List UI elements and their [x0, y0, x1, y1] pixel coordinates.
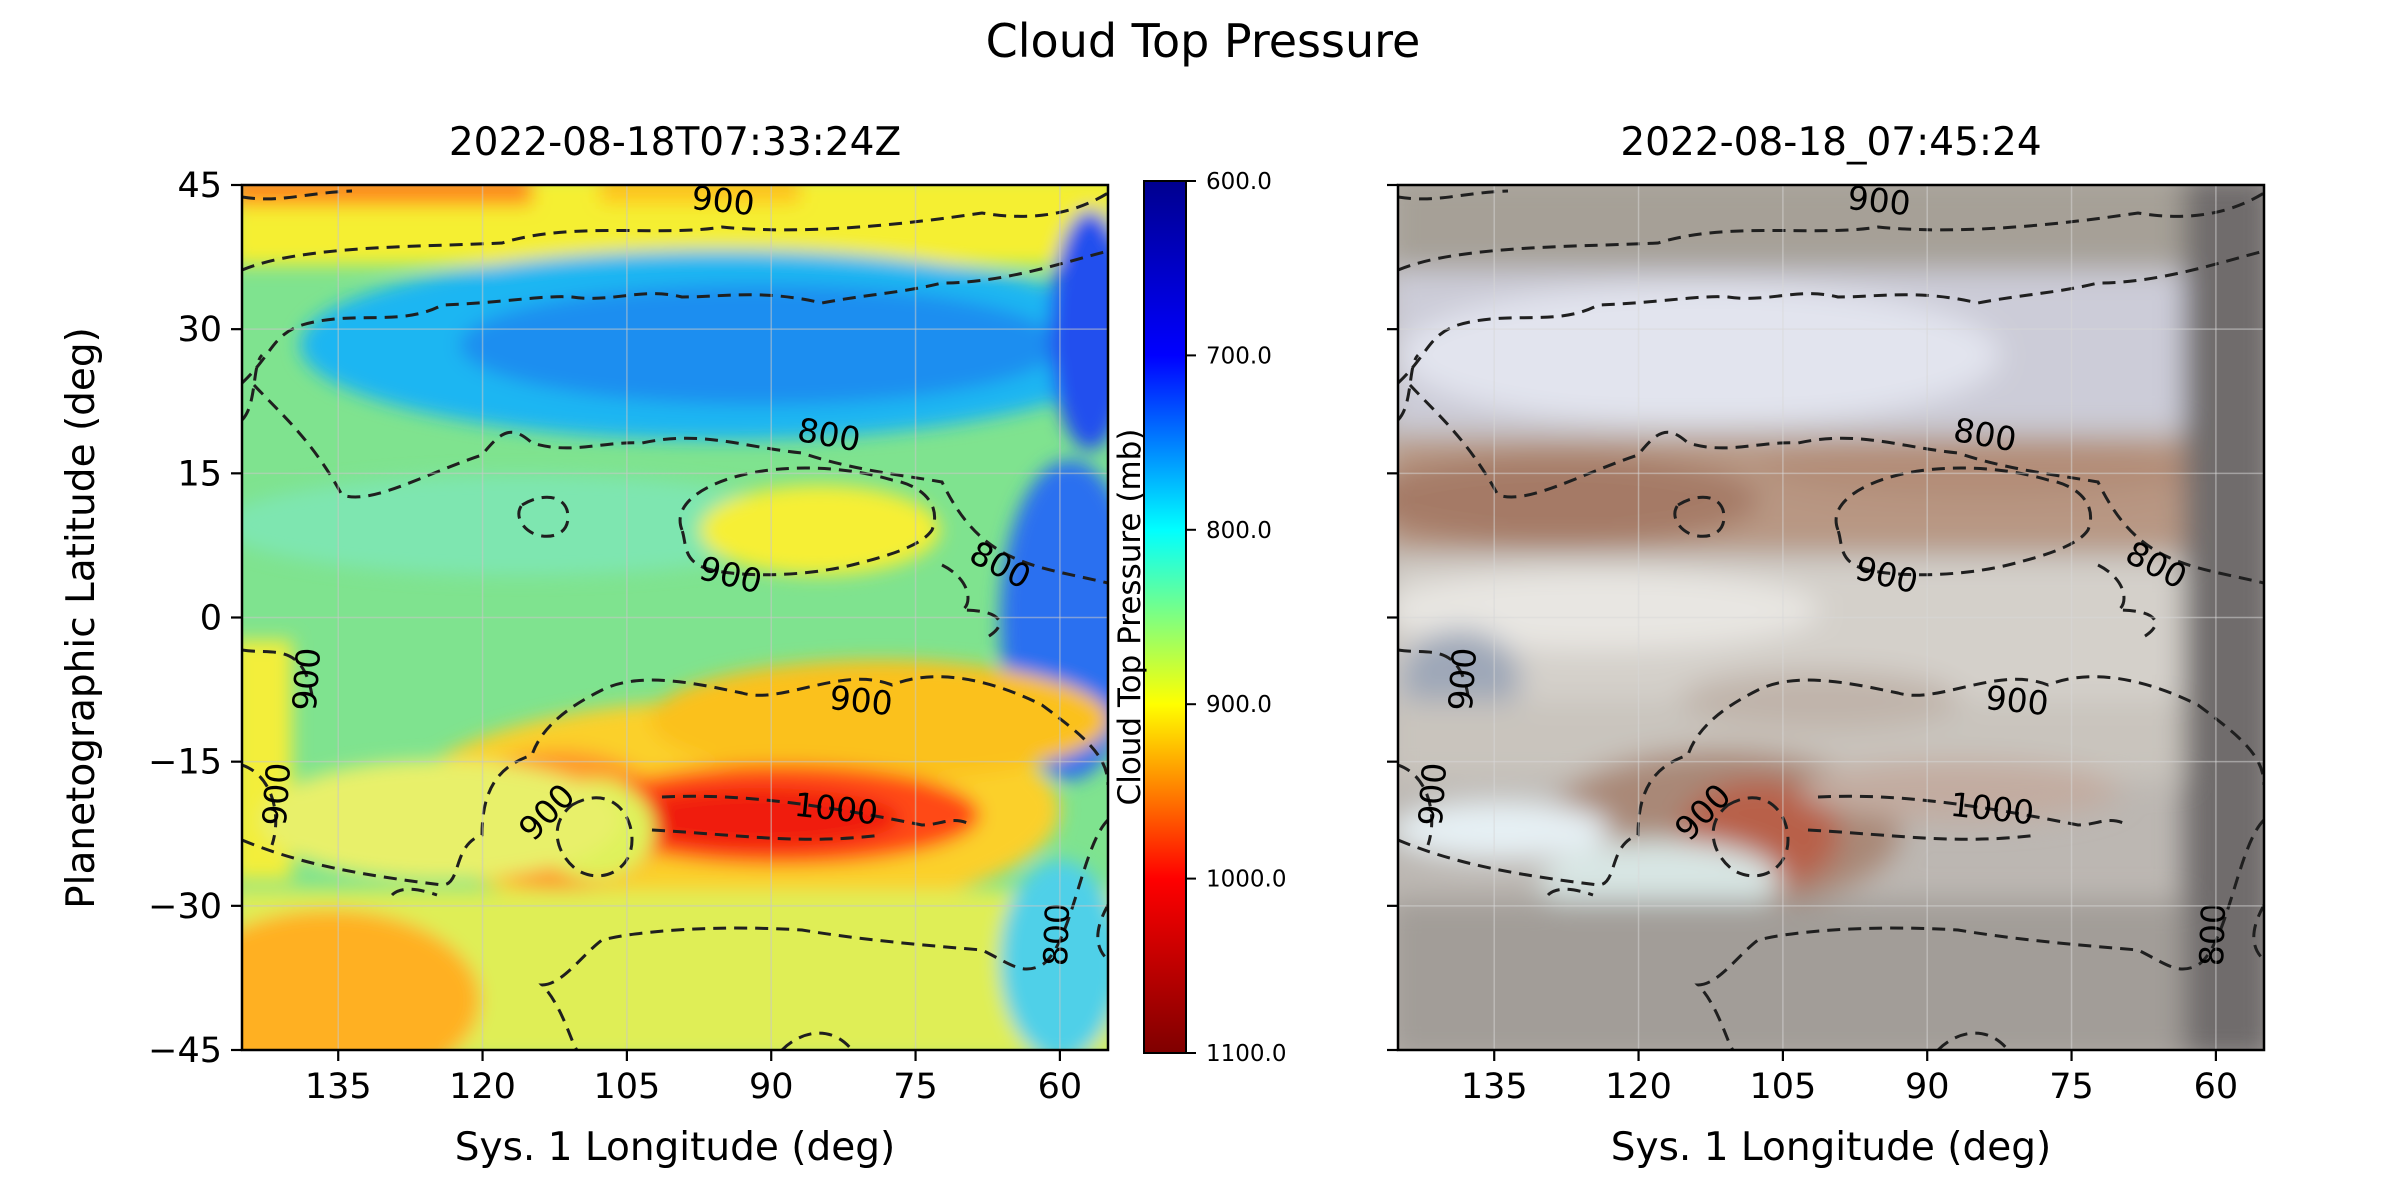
contour-label: 800 — [1036, 902, 1077, 966]
x-tick-label: 120 — [1605, 1067, 1672, 1107]
contour-label: 900 — [255, 761, 298, 827]
x-tick-label: 60 — [1038, 1067, 1083, 1107]
colorbar-tick-label: 600.0 — [1206, 169, 1272, 195]
x-tick-label: 90 — [749, 1067, 794, 1107]
x-tick-label: 105 — [593, 1067, 660, 1107]
contour-label: 900 — [690, 178, 757, 223]
x-tick-label: 135 — [1461, 1067, 1528, 1107]
colorbar-tick-label: 1100.0 — [1206, 1041, 1286, 1067]
x-tick-label: 60 — [2194, 1067, 2239, 1107]
y-tick-label: 30 — [177, 310, 222, 350]
y-tick-label: 15 — [177, 454, 222, 494]
image-x-axis: 135 120 105 90 75 60 — [1461, 1050, 2238, 1107]
contour-label: 900 — [285, 646, 328, 712]
colorbar-tick-label: 900.0 — [1206, 692, 1272, 718]
contour-label: 900 — [1984, 678, 2051, 723]
x-tick-label: 75 — [2049, 1067, 2094, 1107]
image-grid — [1398, 185, 2264, 1050]
x-tick-label: 105 — [1749, 1067, 1816, 1107]
heatmap-panel: 2022-08-18T07:33:24Z — [59, 120, 1110, 1170]
colorbar: 600.0 700.0 800.0 900.0 1000.0 1100.0 Cloud T… — [1112, 169, 1286, 1067]
contour-label: 1000 — [1948, 785, 2036, 833]
y-tick-label: −15 — [148, 743, 222, 783]
figure-suptitle: Cloud Top Pressure — [986, 14, 1421, 68]
contour-label: 900 — [1846, 178, 1913, 223]
image-panel: 2022-08-18_07:45:24 — [1387, 120, 2266, 1170]
heatmap-y-axis: 45 30 15 0 −15 −30 −45 — [148, 166, 242, 1071]
y-tick-label: −45 — [148, 1031, 222, 1071]
colorbar-gradient — [1143, 180, 1187, 1054]
colorbar-tick-label: 800.0 — [1206, 518, 1272, 544]
contour-label: 900 — [1441, 646, 1484, 712]
y-tick-label: 0 — [200, 599, 222, 639]
image-y-axis — [1387, 183, 1398, 1052]
contour-label: 800 — [2192, 902, 2233, 966]
heatmap-ylabel: Planetographic Latitude (deg) — [59, 327, 104, 909]
heatmap-grid — [242, 185, 1108, 1050]
image-title: 2022-08-18_07:45:24 — [1620, 120, 2041, 165]
contour-label: 900 — [828, 678, 895, 723]
heatmap-image: 900 800 800 900 900 900 900 900 1000 800 — [242, 178, 1108, 1050]
y-tick-label: −30 — [148, 887, 222, 927]
colorbar-label: Cloud Top Pressure (mb) — [1112, 429, 1148, 806]
image-xlabel: Sys. 1 Longitude (deg) — [1611, 1125, 2051, 1170]
contour-label: 1000 — [792, 785, 880, 833]
colorbar-tick-label: 1000.0 — [1206, 867, 1286, 893]
y-tick-label: 45 — [177, 166, 222, 206]
colorbar-ticks: 600.0 700.0 800.0 900.0 1000.0 1100.0 — [1186, 169, 1286, 1067]
colorbar-tick-label: 700.0 — [1206, 343, 1272, 369]
heatmap-x-axis: 135 120 105 90 75 60 — [305, 1050, 1082, 1107]
x-tick-label: 135 — [305, 1067, 372, 1107]
x-tick-label: 90 — [1905, 1067, 1950, 1107]
contour-label: 900 — [1411, 761, 1454, 827]
heatmap-title: 2022-08-18T07:33:24Z — [449, 120, 901, 165]
heatmap-xlabel: Sys. 1 Longitude (deg) — [455, 1125, 895, 1170]
x-tick-label: 120 — [449, 1067, 516, 1107]
x-tick-label: 75 — [893, 1067, 938, 1107]
